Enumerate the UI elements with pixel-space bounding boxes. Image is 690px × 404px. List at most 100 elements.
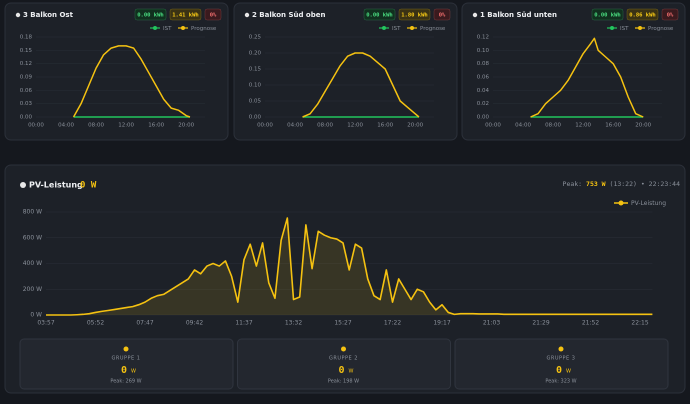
x-tick-label: 04:00 [58,123,74,129]
badge [591,8,624,21]
y-tick-label: 0.00 [477,115,490,121]
badge [398,8,431,21]
line [72,45,191,118]
badge [433,8,451,21]
x-tick-label: 21:03 [483,320,500,327]
group-name: GRUPPE 3 [547,356,576,362]
y-tick-label: 0.04 [477,88,490,94]
sun-icon [244,12,250,18]
y-tick-label: 0.06 [477,75,490,81]
badge-text: 1.41 kWh [172,12,199,18]
badge [626,8,659,21]
peak-value: 753 W [586,180,606,188]
y-tick-label: 0.08 [477,61,490,67]
group-peak: Peak: 198 W [328,379,359,385]
sun-icon [123,346,129,352]
x-tick-label: 20:00 [635,123,651,129]
x-tick-label: 04:00 [287,123,303,129]
y-tick-label: 0.12 [20,61,32,67]
legend-dot [181,26,185,30]
y-tick-label: 0.10 [249,83,262,89]
group-card [19,338,234,390]
x-tick-label: 21:52 [582,320,599,327]
group-peak: Peak: 269 W [110,379,141,385]
group-name: GRUPPE 2 [329,356,358,362]
x-tick-label: 19:17 [433,320,450,327]
y-tick-label: 0.00 [20,115,33,121]
badge [134,8,167,21]
peak-label: Peak: [563,180,583,188]
y-tick-label: 0.10 [477,48,490,54]
y-tick-label: 0.18 [20,35,33,41]
y-tick-label: 0.20 [249,51,262,57]
area [46,218,653,315]
y-tick-label: 0.02 [477,101,489,107]
x-tick-label: 09:42 [186,320,203,327]
y-tick-label: 0.15 [20,48,33,54]
x-tick-label: 05:52 [87,320,104,327]
y-tick-label: 0.06 [20,88,33,94]
clock: • 22:23:44 [641,180,680,188]
y-tick-label: 0.09 [20,75,33,81]
y-tick-label: 0 W [30,312,42,319]
legend-label: PV-Leistung [631,200,666,207]
x-tick-label: 04:00 [515,123,531,129]
group-name: GRUPPE 1 [112,356,141,362]
y-tick-label: 0.15 [249,67,262,73]
group-unit: W [349,369,354,375]
badge [204,8,222,21]
badge-text: 0.00 kWh [594,12,621,18]
pv-title: PV-Leistung [29,181,83,190]
x-tick-label: 16:00 [377,123,393,129]
y-tick-label: 0.00 [249,115,262,121]
y-tick-label: 400 W [23,260,42,267]
legend-label: Prognose [648,26,674,32]
badge-text: 1.80 kWh [401,12,428,18]
line [46,217,653,316]
y-tick-label: 800 W [23,209,42,216]
group-value: 0 [556,365,562,376]
y-tick-label: 0.03 [20,101,33,107]
legend-dot [610,26,614,30]
y-tick-label: 200 W [23,286,42,293]
badge [363,8,396,21]
x-tick-label: 08:00 [88,123,104,129]
panel-title: 2 Balkon Süd oben [252,11,326,19]
sun-icon [341,346,346,352]
panel-title: 3 Balkon Ost [23,11,74,19]
x-tick-label: 21:29 [532,320,549,327]
x-tick-label: 11:37 [235,320,252,327]
y-tick-label: 600 W [23,234,42,241]
x-tick-label: 20:00 [178,123,194,129]
x-tick-label: 22:15 [631,320,648,327]
x-tick-label: 16:00 [605,123,621,129]
sun-icon [558,346,564,352]
badge [169,8,202,21]
sun-icon [472,12,478,18]
x-tick-label: 13:32 [285,320,302,327]
group-card [454,338,669,390]
x-tick-label: 03:57 [37,320,54,327]
group-unit: W [566,369,571,375]
badge-text: 0.86 kWh [629,12,656,18]
badge [661,8,679,21]
x-tick-label: 08:00 [317,123,333,129]
group-unit: W [131,369,136,375]
legend-dot [382,26,386,30]
legend-dot [153,26,157,30]
group-value: 0 [121,365,127,376]
legend-label: IST [392,26,401,32]
y-tick-label: 0.05 [249,99,262,105]
x-tick-label: 16:00 [148,123,164,129]
legend-dot [410,26,414,30]
pv-peak: Peak: 753 W (13:22) • 22:23:44 [563,180,681,188]
legend-label: Prognose [420,26,446,32]
panel-title: 1 Balkon Süd unten [480,11,557,19]
pv-current: 0 W [80,181,97,191]
x-tick-label: 07:47 [136,320,153,327]
legend-label: IST [620,26,629,32]
sun-icon [20,182,26,188]
badge-text: 0% [667,12,674,18]
pv-panel [4,164,686,394]
badge-text: 0.00 kWh [366,12,393,18]
